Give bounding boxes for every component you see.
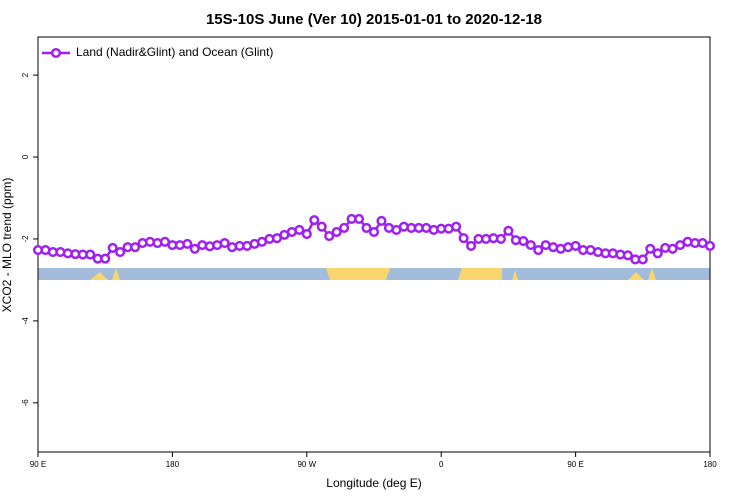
data-point [354,213,365,224]
y-tick-label: 0 [21,154,30,159]
data-point [466,240,477,251]
data-point [667,243,678,254]
y-tick-label: -2 [21,235,30,243]
x-tick-label: 180 [166,460,180,469]
legend-label: Land (Nadir&Glint) and Ocean (Glint) [76,45,273,59]
x-tick-label: 90 E [567,460,583,469]
data-point [458,233,469,244]
data-point [622,250,633,261]
data-point [115,247,126,258]
data-point [219,238,230,249]
data-point [704,240,716,251]
x-tick-label: 90 W [297,460,316,469]
data-point [309,215,320,226]
land-ocean-strip [38,268,710,280]
data-point [301,229,312,240]
data-point [182,238,193,249]
data-point [316,221,327,232]
data-point [637,254,648,265]
data-point [130,242,141,253]
y-tick-label: 2 [21,72,30,77]
data-point [294,224,305,236]
data-point [324,231,335,242]
chart-title: 15S-10S June (Ver 10) 2015-01-01 to 2020… [206,11,542,28]
data-point [107,242,118,254]
data-point [518,235,529,247]
data-point [368,226,380,238]
data-point [339,222,350,233]
y-tick-label: -6 [21,399,30,407]
data-point [85,249,96,260]
data-point [533,244,544,256]
data-point [331,226,342,238]
x-tick-label: 90 E [30,460,46,469]
data-point [100,253,111,264]
legend-marker [50,47,62,59]
x-tick-label: 180 [703,460,717,469]
x-axis-label: Longitude (deg E) [326,476,421,490]
data-point [189,243,200,254]
data-point [570,240,581,251]
data-point [451,221,462,232]
data-point [361,222,372,233]
data-point [503,225,514,236]
data-point [376,215,387,226]
data-point [495,233,506,245]
data-point [652,248,663,259]
y-tick-label: -4 [21,317,30,325]
x-tick-label: 0 [439,460,444,469]
data-point [525,240,536,251]
data-point [645,243,656,254]
y-axis-label: XCO2 - MLO trend (ppm) [0,178,14,313]
